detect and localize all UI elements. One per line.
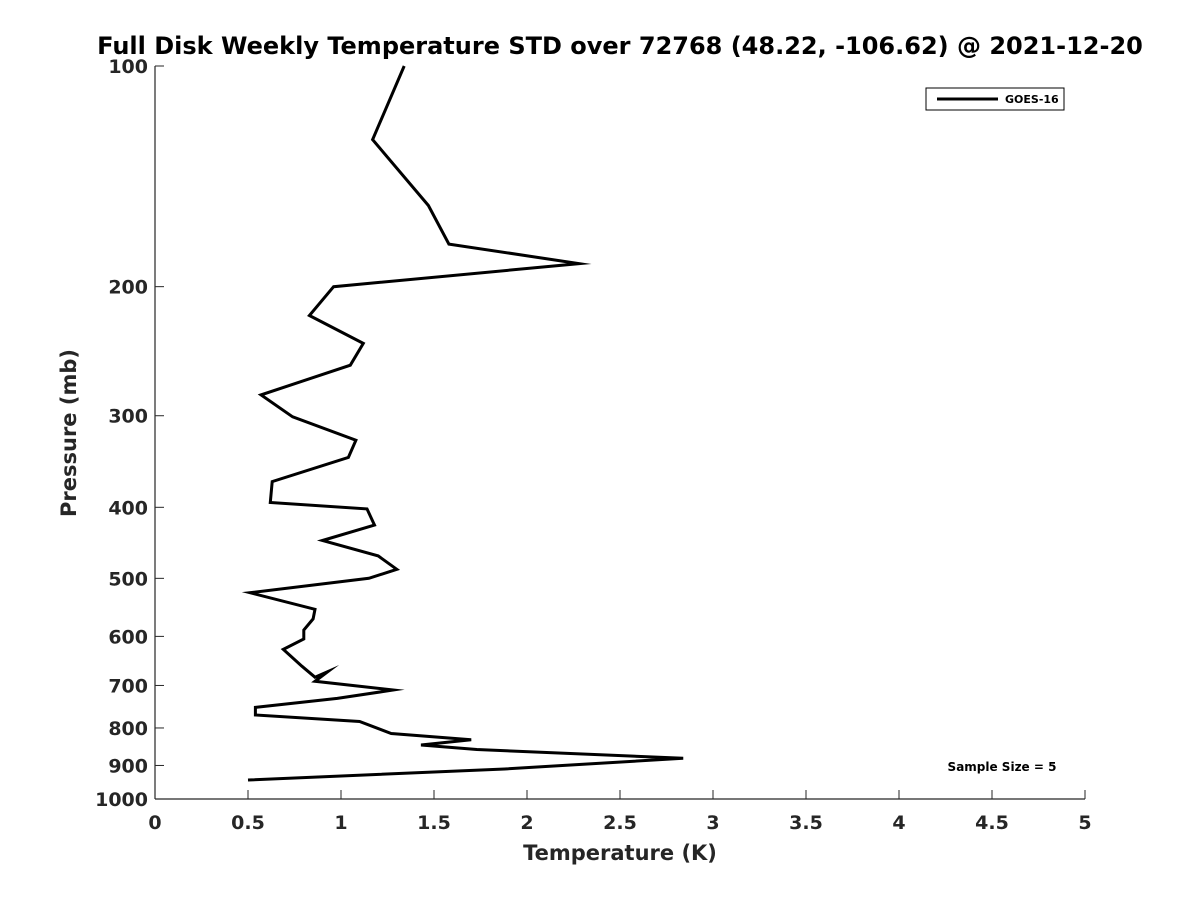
y-tick-label: 200 [108, 277, 148, 299]
legend: GOES-16 [925, 87, 1065, 111]
series-line-goes-16 [241, 65, 684, 782]
y-tick-label: 500 [108, 568, 148, 590]
series [241, 65, 684, 782]
y-tick-label: 400 [108, 497, 148, 519]
y-tick-label: 900 [108, 755, 148, 777]
legend-label-goes-16: GOES-16 [1005, 93, 1059, 106]
ticks: 0 0.5 1 1.5 2 2.5 3 3.5 4 4.5 5 100 200 300 400 500 600 7… [95, 56, 1092, 834]
y-tick-label: 300 [108, 406, 148, 428]
y-tick-label: 800 [108, 718, 148, 740]
y-tick-label: 1000 [95, 789, 148, 811]
x-tick-label: 2 [520, 812, 533, 834]
x-tick-label: 3.5 [789, 812, 823, 834]
sample-size-annotation: Sample Size = 5 [948, 760, 1057, 774]
x-tick-label: 2.5 [603, 812, 637, 834]
x-tick-label: 5 [1078, 812, 1091, 834]
x-tick-label: 1.5 [417, 812, 451, 834]
x-tick-label: 3 [706, 812, 719, 834]
y-tick-label: 700 [108, 675, 148, 697]
x-tick-label: 0.5 [231, 812, 265, 834]
y-tick-label: 100 [108, 56, 148, 78]
x-tick-label: 4.5 [975, 812, 1009, 834]
chart-title: Full Disk Weekly Temperature STD over 72… [97, 32, 1143, 60]
x-tick-label: 0 [148, 812, 161, 834]
y-axis-label: Pressure (mb) [57, 349, 81, 517]
y-tick-label: 600 [108, 626, 148, 648]
x-tick-label: 1 [334, 812, 347, 834]
x-axis-label: Temperature (K) [523, 841, 717, 865]
x-tick-label: 4 [892, 812, 905, 834]
